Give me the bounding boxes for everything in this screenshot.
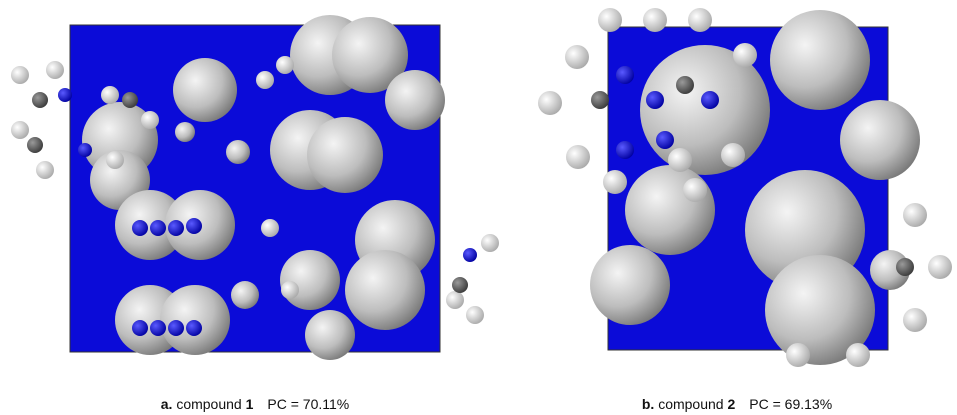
caption-a: a. compound 1 PC = 70.11% [161,396,350,412]
panel-b-image [538,8,952,367]
panel-label: a. [161,396,173,412]
compound-text: compound [658,396,723,412]
compound-number: 2 [727,396,735,412]
pc-value: PC = 70.11% [267,396,349,412]
compound-text: compound [176,396,241,412]
panel-label: b. [642,396,654,412]
figure: a. compound 1 PC = 70.11% b. compound 2 PC… [0,0,957,415]
panel-a-image [11,15,499,360]
pc-value: PC = 69.13% [749,396,832,412]
compound-number: 1 [246,396,254,412]
caption-b: b. compound 2 PC = 69.13% [642,396,832,412]
renderings [0,0,957,395]
